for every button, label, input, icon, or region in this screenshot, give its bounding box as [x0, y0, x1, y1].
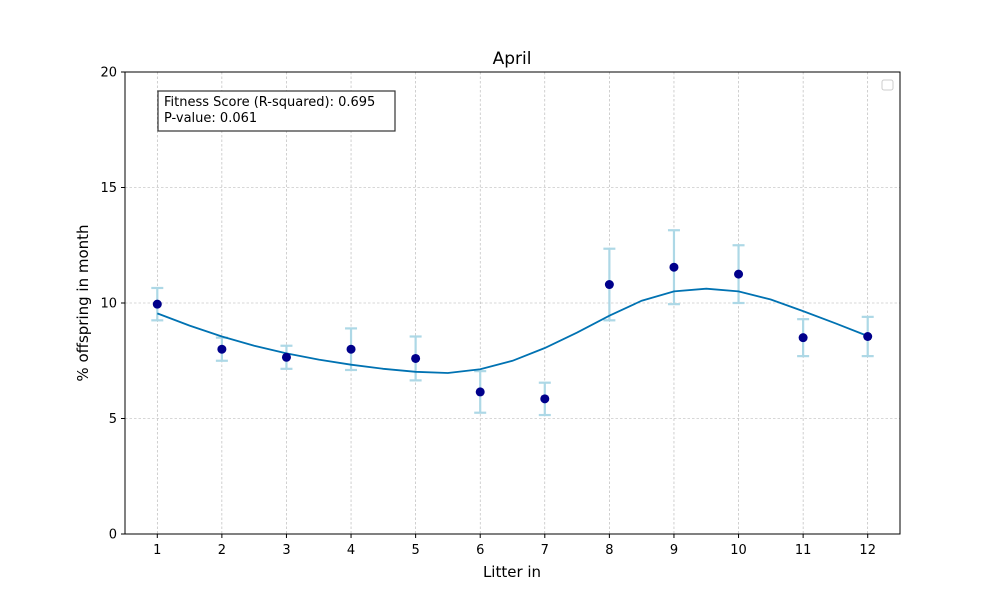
- chart-title: April: [493, 49, 532, 69]
- data-point: [217, 344, 227, 354]
- y-tick-label: 0: [109, 528, 117, 543]
- error-bars: [151, 229, 874, 417]
- data-point: [411, 353, 421, 363]
- data-point: [604, 280, 614, 290]
- y-tick-label: 10: [100, 297, 117, 312]
- stats-p-value: P-value: 0.061: [164, 111, 257, 126]
- x-tick-label: 7: [541, 543, 549, 558]
- x-tick-label: 11: [795, 543, 812, 558]
- data-point: [152, 299, 162, 309]
- x-tick-label: 5: [411, 543, 419, 558]
- grid-lines: [125, 71, 900, 535]
- data-point: [346, 344, 356, 354]
- x-tick-label: 10: [730, 543, 747, 558]
- stats-r-squared: Fitness Score (R-squared): 0.695: [164, 95, 375, 110]
- data-point: [798, 333, 808, 343]
- stats-annotation: Fitness Score (R-squared): 0.695 P-value…: [157, 90, 396, 132]
- legend-box: [881, 79, 894, 91]
- y-axis-ticks: 0 5 10 15 20: [100, 66, 125, 543]
- x-tick-label: 4: [347, 543, 355, 558]
- x-axis-ticks: 1 2 3 4 5 6 7 8 9 10 11 12: [153, 534, 876, 558]
- x-tick-label: 1: [153, 543, 161, 558]
- x-tick-label: 2: [218, 543, 226, 558]
- data-point: [281, 352, 291, 362]
- data-point: [669, 262, 679, 272]
- x-tick-label: 9: [670, 543, 678, 558]
- x-tick-label: 8: [605, 543, 613, 558]
- y-tick-label: 5: [109, 412, 117, 427]
- data-point: [475, 387, 485, 397]
- y-axis-label: % offspring in month: [74, 224, 92, 381]
- stats-annotation-box: [157, 90, 396, 132]
- x-tick-label: 3: [282, 543, 290, 558]
- x-axis-label: Litter in: [483, 563, 541, 581]
- data-points: [152, 262, 873, 404]
- data-point: [863, 331, 873, 341]
- data-point: [540, 394, 550, 404]
- fit-curve: [156, 287, 869, 374]
- y-tick-label: 20: [100, 66, 117, 81]
- y-tick-label: 15: [100, 181, 117, 196]
- x-tick-label: 6: [476, 543, 484, 558]
- data-point: [734, 269, 744, 279]
- x-tick-label: 12: [859, 543, 876, 558]
